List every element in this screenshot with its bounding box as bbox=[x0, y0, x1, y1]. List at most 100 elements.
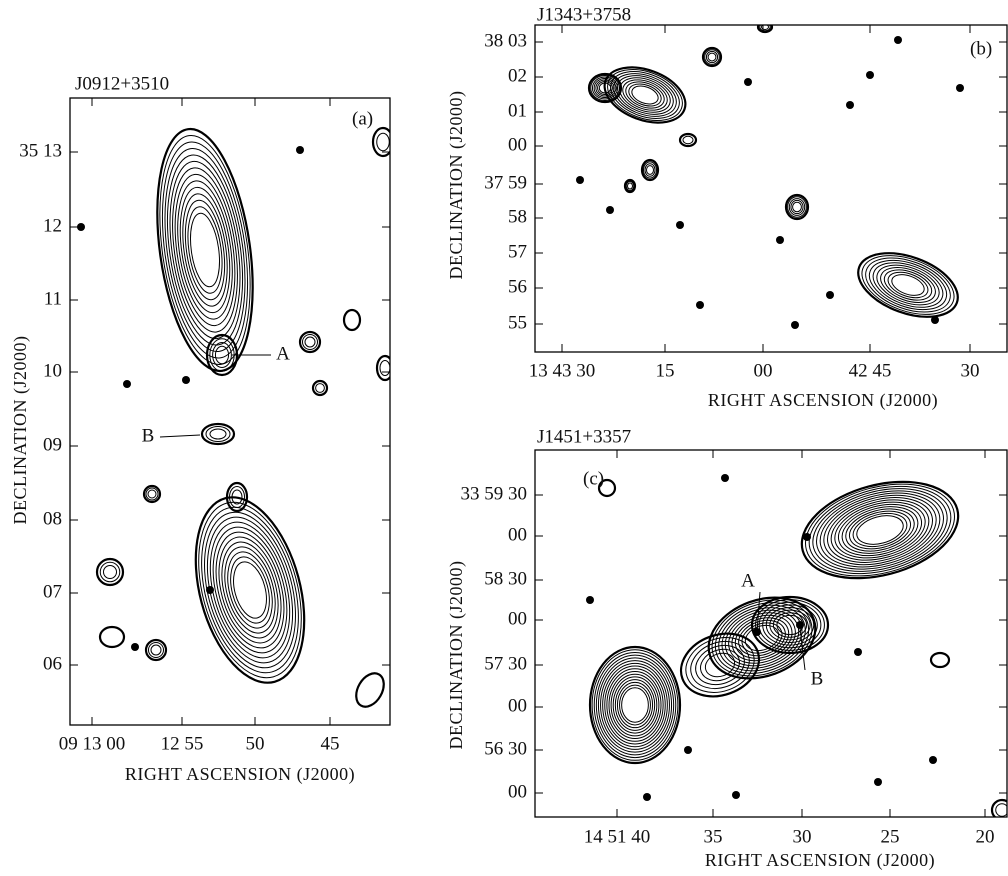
point-source bbox=[206, 586, 214, 594]
y-tick-label: 02 bbox=[508, 65, 527, 86]
contour bbox=[816, 484, 944, 576]
contour bbox=[220, 547, 280, 633]
contour bbox=[620, 685, 651, 725]
contour bbox=[100, 627, 124, 647]
y-tick-label: 12 bbox=[43, 215, 62, 236]
x-axis-label: RIGHT ASCENSION (J2000) bbox=[708, 390, 938, 411]
annotation: B bbox=[142, 425, 155, 446]
y-tick-label: 33 59 30 bbox=[461, 483, 528, 504]
contour bbox=[611, 674, 659, 736]
point-source bbox=[123, 380, 131, 388]
point-source bbox=[676, 221, 684, 229]
contour bbox=[876, 261, 940, 310]
contour bbox=[210, 429, 226, 439]
x-tick-label: 30 bbox=[793, 826, 812, 847]
contour bbox=[931, 653, 949, 667]
y-tick-label: 38 03 bbox=[484, 30, 527, 51]
contour bbox=[647, 166, 654, 175]
panel: J1451+3357(c)33 59 300058 300057 300056 … bbox=[446, 426, 1008, 871]
contour bbox=[850, 241, 967, 329]
contour bbox=[628, 183, 633, 189]
contour bbox=[996, 804, 1008, 817]
y-tick-label: 00 bbox=[508, 134, 527, 155]
contour bbox=[377, 133, 390, 151]
point-source bbox=[131, 643, 139, 651]
point-source bbox=[576, 176, 584, 184]
contour bbox=[596, 655, 673, 755]
contour bbox=[380, 361, 390, 376]
contour bbox=[316, 384, 325, 393]
annotation: A bbox=[741, 570, 755, 591]
y-tick-label: 00 bbox=[508, 781, 527, 802]
y-tick-label: 35 13 bbox=[19, 140, 62, 161]
body: J0912+3510(a)35 131211100908070609 13 00… bbox=[0, 0, 1008, 876]
panel-title: J1343+3758 bbox=[537, 4, 631, 25]
contour bbox=[708, 53, 716, 61]
point-source bbox=[796, 621, 804, 629]
figure: J0912+3510(a)35 131211100908070609 13 00… bbox=[0, 0, 1008, 876]
contour bbox=[173, 184, 237, 316]
contour bbox=[629, 83, 660, 108]
panel-label: (b) bbox=[970, 38, 992, 59]
y-tick-label: 01 bbox=[508, 100, 527, 121]
x-tick-label: 09 13 00 bbox=[59, 733, 126, 754]
contour bbox=[795, 469, 965, 591]
x-tick-label: 30 bbox=[961, 360, 980, 381]
point-source bbox=[956, 84, 964, 92]
y-tick-label: 11 bbox=[44, 288, 62, 309]
contour bbox=[216, 541, 284, 638]
point-source bbox=[931, 316, 939, 324]
y-tick-label: 09 bbox=[43, 434, 62, 455]
point-source bbox=[791, 321, 799, 329]
panel-label: (c) bbox=[583, 468, 604, 489]
contour bbox=[305, 337, 315, 347]
y-tick-label: 58 30 bbox=[484, 568, 527, 589]
contour bbox=[170, 177, 240, 322]
panel-label: (a) bbox=[352, 108, 373, 129]
y-axis-label: DECLINATION (J2000) bbox=[10, 336, 31, 525]
frame bbox=[70, 98, 390, 725]
y-tick-label: 56 bbox=[508, 276, 527, 297]
y-tick-label: 07 bbox=[43, 581, 62, 602]
y-tick-label: 57 30 bbox=[484, 653, 527, 674]
point-source bbox=[874, 778, 882, 786]
annotation-line bbox=[160, 435, 200, 437]
contour bbox=[812, 481, 948, 579]
contour bbox=[104, 566, 117, 579]
point-source bbox=[803, 533, 811, 541]
x-tick-label: 13 43 30 bbox=[529, 360, 596, 381]
y-tick-label: 56 30 bbox=[484, 738, 527, 759]
contour bbox=[313, 381, 327, 395]
contour bbox=[605, 666, 665, 744]
y-tick-label: 55 bbox=[508, 312, 527, 333]
x-tick-label: 50 bbox=[246, 733, 265, 754]
annotation: B bbox=[811, 668, 824, 689]
x-tick-label: 14 51 40 bbox=[584, 826, 651, 847]
point-source bbox=[894, 36, 902, 44]
x-axis-label: RIGHT ASCENSION (J2000) bbox=[705, 850, 935, 871]
contour bbox=[789, 199, 804, 216]
contour bbox=[793, 202, 802, 212]
y-tick-label: 08 bbox=[43, 508, 62, 529]
contour bbox=[845, 505, 914, 555]
contour bbox=[97, 559, 123, 585]
x-tick-label: 25 bbox=[881, 826, 900, 847]
point-source bbox=[586, 596, 594, 604]
x-axis-label: RIGHT ASCENSION (J2000) bbox=[125, 764, 355, 785]
x-tick-label: 45 bbox=[321, 733, 340, 754]
y-tick-label: 06 bbox=[43, 653, 62, 674]
point-source bbox=[732, 791, 740, 799]
contour bbox=[597, 57, 693, 133]
contour bbox=[212, 536, 287, 644]
contour bbox=[622, 77, 668, 113]
y-tick-label: 37 59 bbox=[484, 172, 527, 193]
panel: J0912+3510(a)35 131211100908070609 13 00… bbox=[10, 73, 393, 785]
contour bbox=[799, 472, 960, 588]
point-source bbox=[929, 756, 937, 764]
point-source bbox=[296, 146, 304, 154]
contour bbox=[705, 50, 720, 65]
point-source bbox=[826, 291, 834, 299]
contour bbox=[889, 271, 927, 300]
y-tick-label: 00 bbox=[508, 695, 527, 716]
contour-map bbox=[576, 22, 966, 329]
